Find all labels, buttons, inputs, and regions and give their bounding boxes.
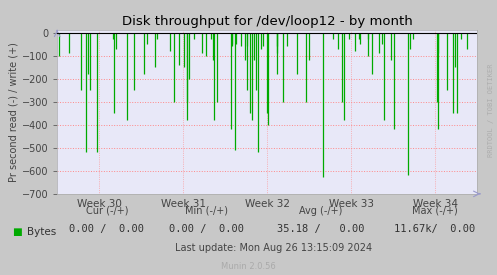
Text: 0.00 /  0.00: 0.00 / 0.00 (70, 224, 144, 234)
Text: 35.18 /   0.00: 35.18 / 0.00 (277, 224, 364, 234)
Text: Bytes: Bytes (27, 227, 57, 237)
Text: 0.00 /  0.00: 0.00 / 0.00 (169, 224, 244, 234)
Title: Disk throughput for /dev/loop12 - by month: Disk throughput for /dev/loop12 - by mon… (122, 15, 413, 28)
Text: Min (-/+): Min (-/+) (185, 206, 228, 216)
Text: Munin 2.0.56: Munin 2.0.56 (221, 262, 276, 271)
Text: RRDTOOL / TOBI OETIKER: RRDTOOL / TOBI OETIKER (488, 63, 494, 157)
Text: 11.67k/  0.00: 11.67k/ 0.00 (394, 224, 476, 234)
Text: ■: ■ (12, 227, 22, 237)
Y-axis label: Pr second read (-) / write (+): Pr second read (-) / write (+) (9, 42, 19, 182)
Text: Avg (-/+): Avg (-/+) (299, 206, 342, 216)
Text: Cur (-/+): Cur (-/+) (85, 206, 128, 216)
Text: Last update: Mon Aug 26 13:15:09 2024: Last update: Mon Aug 26 13:15:09 2024 (175, 243, 372, 253)
Text: Max (-/+): Max (-/+) (412, 206, 458, 216)
